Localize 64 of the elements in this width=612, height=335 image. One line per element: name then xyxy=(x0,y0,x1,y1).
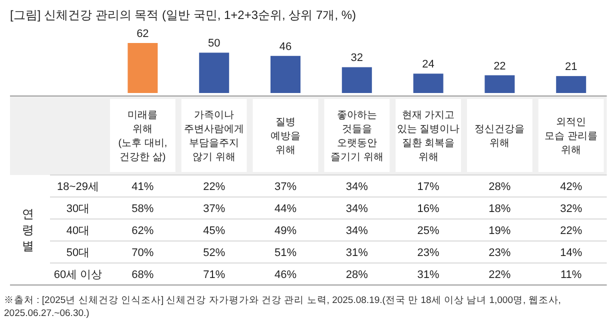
x-tick-label: 좋아하는 것들을 오랫동안 즐기기 위해 xyxy=(330,110,384,163)
data-label: 49% xyxy=(274,225,297,237)
data-label: 19% xyxy=(488,225,511,237)
bar xyxy=(128,43,158,93)
data-label: 25% xyxy=(417,225,440,237)
data-label: 22 xyxy=(494,60,506,72)
data-label: 34% xyxy=(346,203,368,215)
bar xyxy=(484,75,515,93)
data-label: 28% xyxy=(488,181,511,193)
data-label: 37% xyxy=(274,181,297,193)
data-label: 22% xyxy=(560,225,582,237)
x-tick-label: 정신건강을 위해 xyxy=(474,124,525,149)
data-label: 31% xyxy=(346,247,368,259)
data-label: 44% xyxy=(274,203,297,215)
x-tick-label: 현재 가지고 있는 질병이나 질환 회복을 위해 xyxy=(396,110,460,163)
data-label: 46 xyxy=(279,40,292,53)
data-label: 50 xyxy=(208,38,220,50)
data-label: 58% xyxy=(132,203,154,215)
data-label: 31% xyxy=(417,269,440,281)
data-label: 28% xyxy=(346,269,368,281)
data-label: 41% xyxy=(132,181,154,193)
data-label: 23% xyxy=(417,247,440,259)
y-tick-label: 50대 xyxy=(66,247,90,259)
y-tick-label: 18~29세 xyxy=(57,181,99,193)
y-tick-label: 30대 xyxy=(66,203,90,215)
data-label: 11% xyxy=(560,269,582,281)
data-label: 52% xyxy=(203,247,226,259)
x-tick-label: 질병 예방을 위해 xyxy=(270,117,300,156)
x-tick-label: 가족이나 주변사람에게 부담을주지 않기 위해 xyxy=(184,110,244,163)
data-label: 21 xyxy=(564,61,578,74)
data-label: 32% xyxy=(560,203,582,215)
data-label: 17% xyxy=(417,181,440,193)
x-tick-label: 미래를 위해 (노후 대비, 건강한 삶) xyxy=(118,110,168,163)
bar xyxy=(556,76,586,93)
data-label: 32 xyxy=(350,52,364,64)
data-label: 14% xyxy=(560,247,582,259)
data-label: 16% xyxy=(417,203,440,215)
data-label: 18% xyxy=(488,203,511,215)
x-tick-label: 외적인 모습 관리를 위해 xyxy=(544,117,598,156)
bar xyxy=(413,74,444,93)
y-tick-label: 40대 xyxy=(66,225,90,237)
y-axis-title: 연령별 xyxy=(22,207,34,253)
bar xyxy=(342,67,372,93)
data-label: 71% xyxy=(203,269,226,281)
text: ※출처 : [2025년 신체건강 인식조사] 신체건강 자가평가와 건강 관리 노력, 2025.08.19.(전국 만 18세 이상 남녀 1,000명, 웹조사, 2025.06.27.~06.30.) xyxy=(4,295,561,319)
data-label: 46% xyxy=(274,269,297,281)
data-label: 22% xyxy=(488,269,511,281)
data-label: 34% xyxy=(346,225,368,237)
data-label: 51% xyxy=(274,247,297,259)
bar xyxy=(199,52,230,93)
data-label: 68% xyxy=(132,269,154,281)
data-label: 37% xyxy=(203,203,226,215)
data-label: 62 xyxy=(136,28,149,40)
data-label: 45% xyxy=(203,225,226,237)
data-label: 22% xyxy=(203,181,226,193)
data-label: 23% xyxy=(488,247,511,259)
data-label: 24 xyxy=(422,58,434,71)
chart-title: [그림] 신체건강 관리의 목적 (일반 국민, 1+2+3순위, 상위 7개, %) xyxy=(10,8,356,22)
data-label: 34% xyxy=(346,181,368,193)
data-label: 70% xyxy=(132,247,154,259)
data-label: 42% xyxy=(560,181,582,193)
bar xyxy=(270,56,300,93)
data-label: 62% xyxy=(132,225,154,237)
y-tick-label: 60세 이상 xyxy=(54,269,102,281)
